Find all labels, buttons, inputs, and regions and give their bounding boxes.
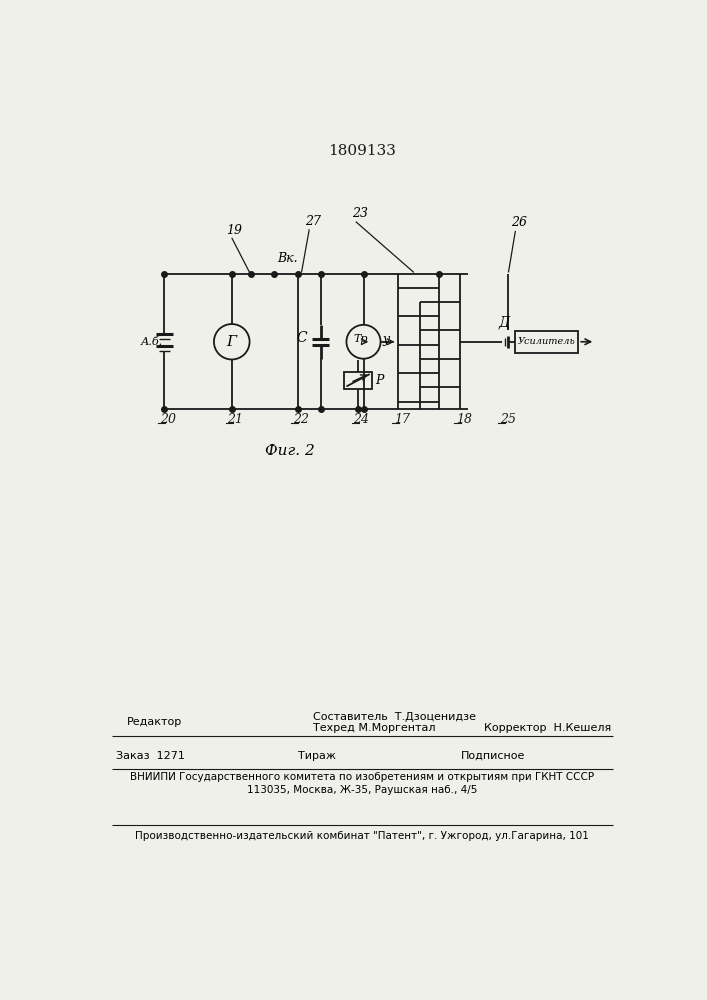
Text: Редактор: Редактор xyxy=(127,717,182,727)
Text: Г: Г xyxy=(227,335,237,349)
Bar xyxy=(515,331,578,353)
Text: 25: 25 xyxy=(500,413,516,426)
Text: Техред М.Моргентал: Техред М.Моргентал xyxy=(313,723,436,733)
Text: у: у xyxy=(383,333,390,346)
Text: Заказ  1271: Заказ 1271 xyxy=(115,751,185,761)
Text: 17: 17 xyxy=(394,413,410,426)
Text: Производственно-издательский комбинат "Патент", г. Ужгород, ул.Гагарина, 101: Производственно-издательский комбинат "П… xyxy=(135,831,589,841)
Text: Подписное: Подписное xyxy=(460,751,525,761)
Text: С: С xyxy=(296,331,307,345)
Text: 20: 20 xyxy=(160,413,175,426)
Text: Р: Р xyxy=(375,374,383,387)
Text: А.б.: А.б. xyxy=(141,337,163,347)
Text: Фиг. 2: Фиг. 2 xyxy=(265,444,315,458)
Text: 113035, Москва, Ж-35, Раушская наб., 4/5: 113035, Москва, Ж-35, Раушская наб., 4/5 xyxy=(247,785,477,795)
Text: Тираж: Тираж xyxy=(298,751,336,761)
Text: 19: 19 xyxy=(226,224,243,237)
Text: 26: 26 xyxy=(510,216,527,229)
Text: 23: 23 xyxy=(352,207,368,220)
Text: Усилитель: Усилитель xyxy=(518,337,575,346)
Bar xyxy=(344,372,372,389)
Text: Д: Д xyxy=(499,316,510,330)
Text: 22: 22 xyxy=(293,413,309,426)
Text: Вк.: Вк. xyxy=(277,252,298,265)
Text: 27: 27 xyxy=(305,215,322,228)
Text: ВНИИПИ Государственного комитета по изобретениям и открытиям при ГКНТ СССР: ВНИИПИ Государственного комитета по изоб… xyxy=(130,772,594,782)
Text: 21: 21 xyxy=(227,413,243,426)
Text: 1809133: 1809133 xyxy=(328,144,396,158)
Text: Тр: Тр xyxy=(354,334,368,344)
Text: Составитель  Т.Дзоценидзе: Составитель Т.Дзоценидзе xyxy=(313,712,476,722)
Text: 24: 24 xyxy=(354,413,370,426)
Text: 18: 18 xyxy=(456,413,472,426)
Text: Корректор  Н.Кешеля: Корректор Н.Кешеля xyxy=(484,723,611,733)
